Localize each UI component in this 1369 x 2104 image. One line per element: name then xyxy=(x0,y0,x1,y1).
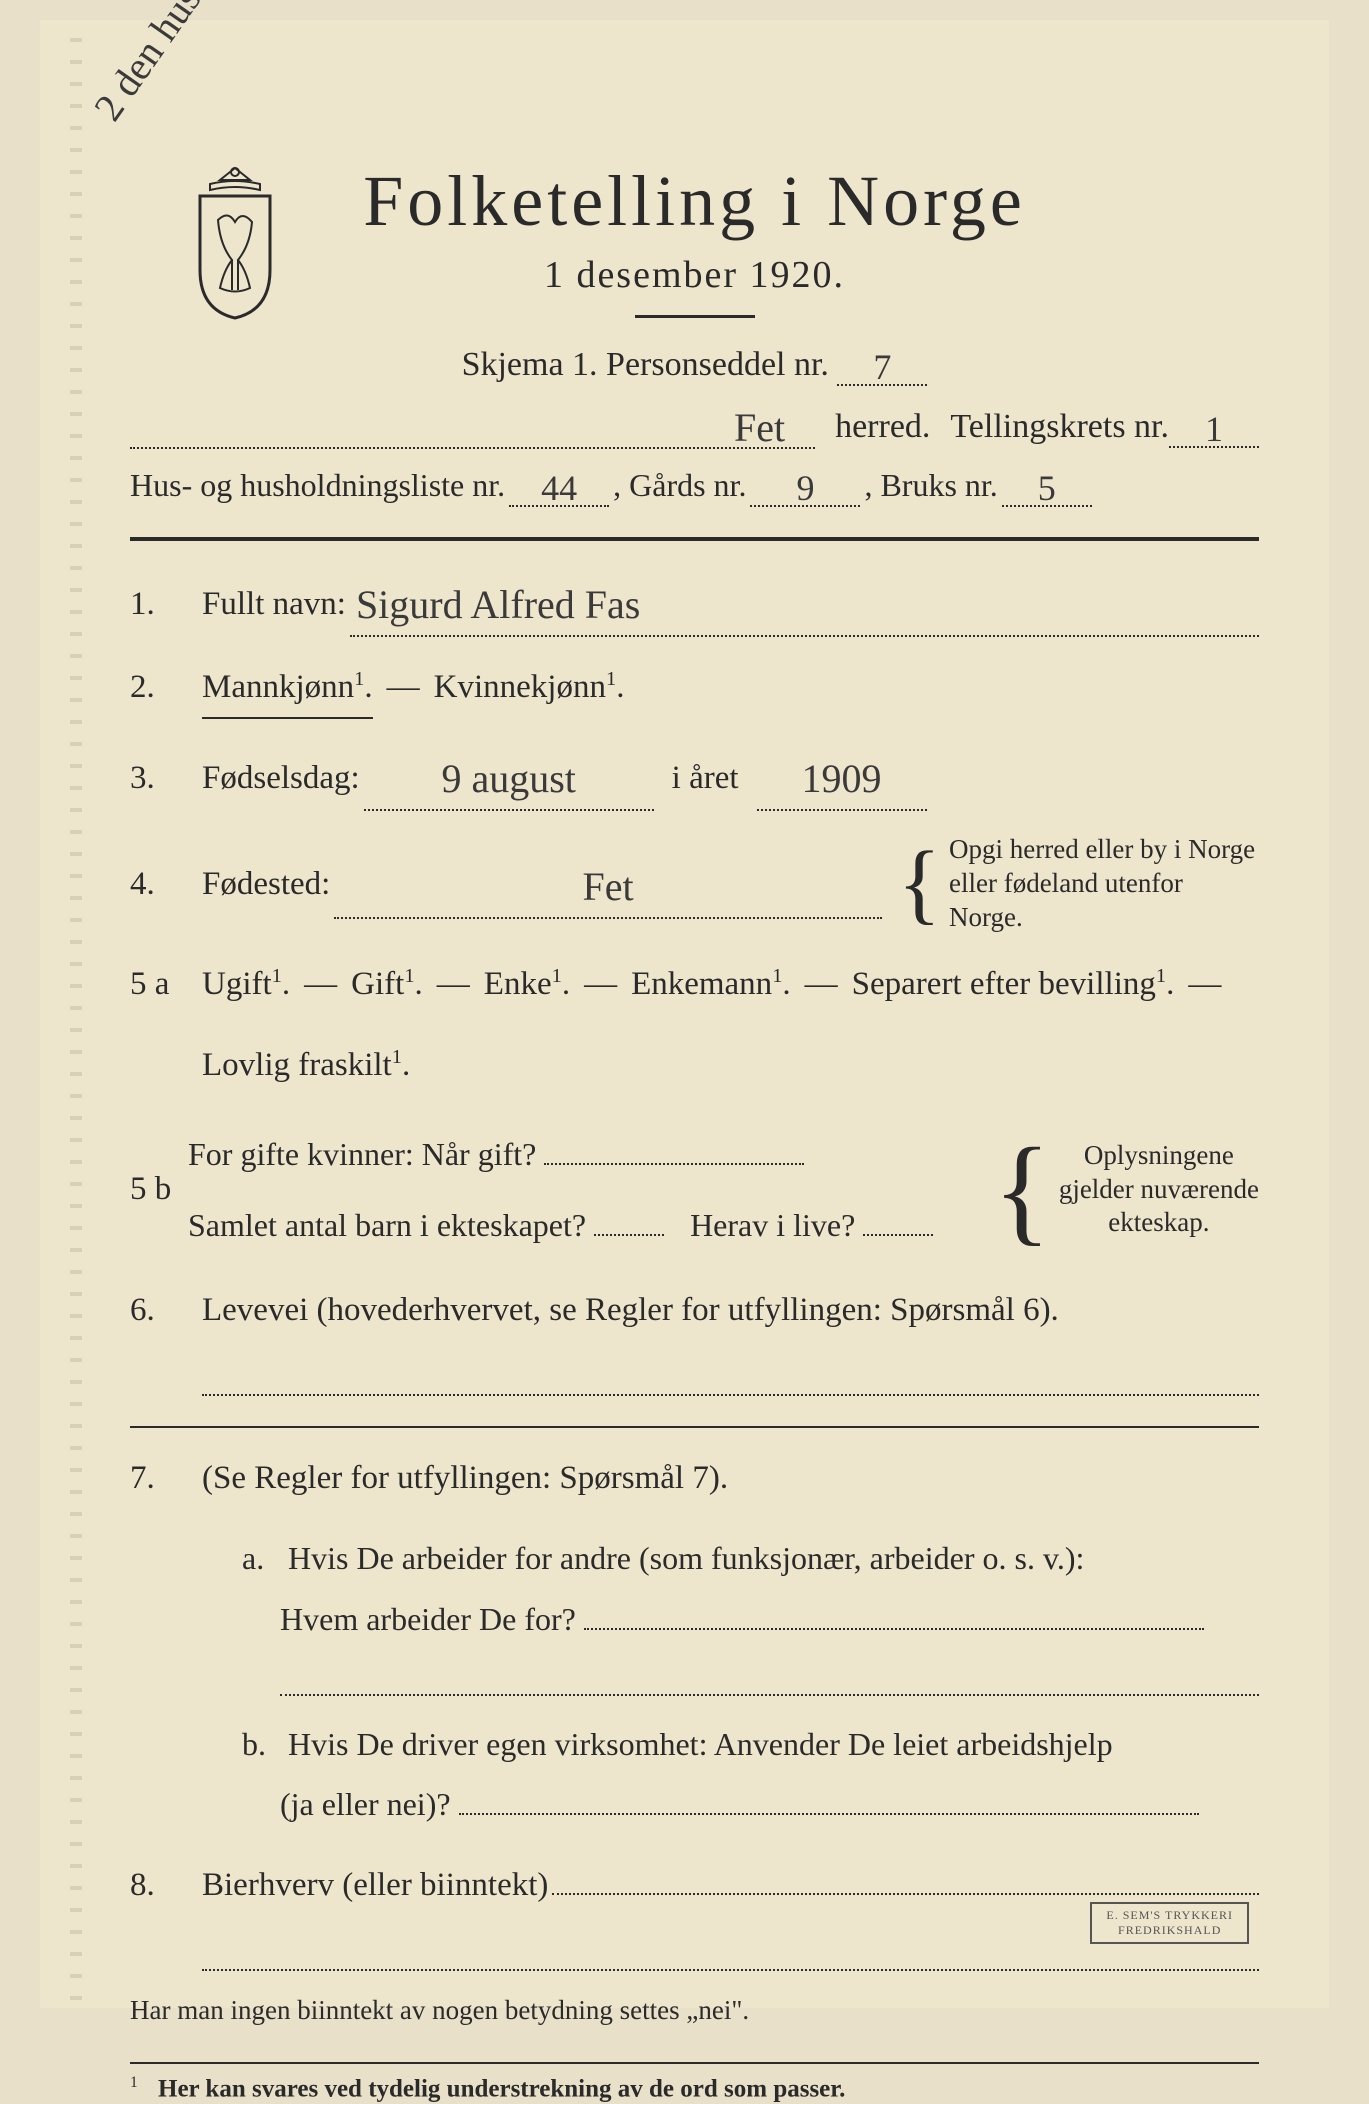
q6-label: Levevei (hovederhvervet, se Regler for u… xyxy=(202,1282,1059,1338)
q5a-gift: Gift1. xyxy=(351,956,423,1012)
question-5a: 5 a Ugift1. — Gift1. — Enke1. — Enkemann… xyxy=(130,956,1259,1012)
husliste-field: 44 xyxy=(509,463,609,507)
printer-stamp: E. SEM'S TRYKKERI FREDRIKSHALD xyxy=(1090,1902,1249,1944)
q5b-l2b: Herav i live? xyxy=(690,1207,855,1243)
q3-year-field: 1909 xyxy=(757,741,927,811)
question-1: 1. Fullt navn: Sigurd Alfred Fas xyxy=(130,567,1259,637)
question-4: 4. Fødested: Fet { Opgi herred eller by … xyxy=(130,833,1259,934)
census-form-page: 2 den hust Folketelling i Norge 1 desemb… xyxy=(40,20,1329,2008)
question-3: 3. Fødselsdag: 9 august i året 1909 xyxy=(130,741,1259,811)
question-5b: 5 b For gifte kvinner: Når gift? Samlet … xyxy=(202,1119,1259,1260)
q7a-l2: Hvem arbeider De for? xyxy=(280,1601,576,1637)
q2-mann: Mannkjønn1. xyxy=(202,659,373,719)
q7a-answer-line2 xyxy=(280,1660,1259,1696)
q5b-live-field xyxy=(863,1234,933,1236)
q7a-l1: Hvis De arbeider for andre (som funksjon… xyxy=(288,1540,1084,1576)
q5a-enkemann: Enkemann1. xyxy=(631,956,791,1012)
footnote: 1 Her kan svares ved tydelig understrekn… xyxy=(130,2074,1259,2103)
q5a-ugift: Ugift1. xyxy=(202,956,290,1012)
q2-kvinne: Kvinnekjønn1. xyxy=(434,659,625,715)
meta-line-2: Fet herred. Tellingskrets nr. 1 xyxy=(130,400,1259,449)
question-2: 2. Mannkjønn1. — Kvinnekjønn1. xyxy=(130,659,1259,719)
tellingskrets-label: Tellingskrets nr. xyxy=(950,408,1169,446)
perforation-edge xyxy=(70,20,82,2008)
header-rule xyxy=(130,537,1259,541)
q5b-barn-field xyxy=(594,1234,664,1236)
main-title: Folketelling i Norge xyxy=(130,160,1259,243)
q5b-l1: For gifte kvinner: Når gift? xyxy=(188,1136,536,1172)
q5b-note: { Oplysningene gjelder nuværende ekteska… xyxy=(993,1139,1259,1240)
question-6: 6. Levevei (hovederhvervet, se Regler fo… xyxy=(130,1282,1259,1338)
q8-label: Bierhverv (eller biinntekt) xyxy=(202,1857,548,1913)
gards-label: , Gårds nr. xyxy=(613,467,746,504)
q8-field xyxy=(552,1893,1259,1895)
question-7: 7. (Se Regler for utfyllingen: Spørsmål … xyxy=(130,1450,1259,1506)
footer-note: Har man ingen biinntekt av nogen betydni… xyxy=(130,1995,1259,2026)
question-5a-line2: Lovlig fraskilt1. xyxy=(202,1034,1259,1097)
q1-label: Fullt navn: xyxy=(202,576,346,632)
q5a-enke: Enke1. xyxy=(484,956,570,1012)
q7b-l1: Hvis De driver egen virksomhet: Anvender… xyxy=(288,1726,1113,1762)
form-header: Folketelling i Norge 1 desember 1920. Sk… xyxy=(130,160,1259,507)
q4-place-field: Fet xyxy=(334,849,881,919)
bruks-field: 5 xyxy=(1002,463,1092,507)
q7b-field xyxy=(459,1813,1199,1815)
q7b-l2: (ja eller nei)? xyxy=(280,1786,451,1822)
margin-handwriting: 2 den hust xyxy=(81,0,214,127)
q1-name-field: Sigurd Alfred Fas xyxy=(350,567,1259,637)
tellingskrets-field: 1 xyxy=(1169,404,1259,448)
q4-note: { Opgi herred eller by i Norge eller fød… xyxy=(898,833,1259,934)
bruks-label: , Bruks nr. xyxy=(864,467,997,504)
personseddel-nr-field: 7 xyxy=(837,342,927,386)
husliste-label: Hus- og husholdningsliste nr. xyxy=(130,467,505,504)
q4-label: Fødested: xyxy=(202,856,330,912)
q5b-gift-field xyxy=(544,1163,804,1165)
subtitle: 1 desember 1920. xyxy=(130,253,1259,297)
coat-of-arms xyxy=(180,160,290,320)
footnote-rule xyxy=(130,2062,1259,2064)
q5b-l2a: Samlet antal barn i ekteskapet? xyxy=(188,1207,586,1243)
skjema-label: Skjema 1. Personseddel nr. xyxy=(462,346,829,383)
title-divider xyxy=(635,315,755,318)
mid-rule xyxy=(130,1426,1259,1428)
herred-label: herred. xyxy=(835,408,930,446)
q5a-separert: Separert efter bevilling1. xyxy=(852,956,1175,1012)
q7a-field xyxy=(584,1628,1204,1630)
q7-label: (Se Regler for utfyllingen: Spørsmål 7). xyxy=(202,1450,728,1506)
question-7b: b. Hvis De driver egen virksomhet: Anven… xyxy=(242,1714,1259,1836)
meta-line-1: Skjema 1. Personseddel nr. 7 xyxy=(130,342,1259,386)
meta-line-3: Hus- og husholdningsliste nr. 44 , Gårds… xyxy=(130,463,1259,507)
q3-year-label: i året xyxy=(672,750,739,806)
q6-answer-line xyxy=(202,1360,1259,1396)
question-7a: a. Hvis De arbeider for andre (som funks… xyxy=(242,1528,1259,1650)
gards-field: 9 xyxy=(750,463,860,507)
herred-field: Fet xyxy=(130,400,815,449)
q3-day-field: 9 august xyxy=(364,741,654,811)
q3-label: Fødselsdag: xyxy=(202,750,360,806)
